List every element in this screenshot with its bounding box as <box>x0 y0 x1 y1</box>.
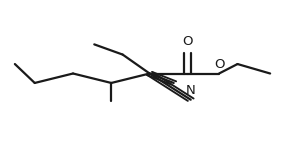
Text: O: O <box>183 35 193 48</box>
Text: O: O <box>214 58 224 71</box>
Text: N: N <box>186 84 196 97</box>
